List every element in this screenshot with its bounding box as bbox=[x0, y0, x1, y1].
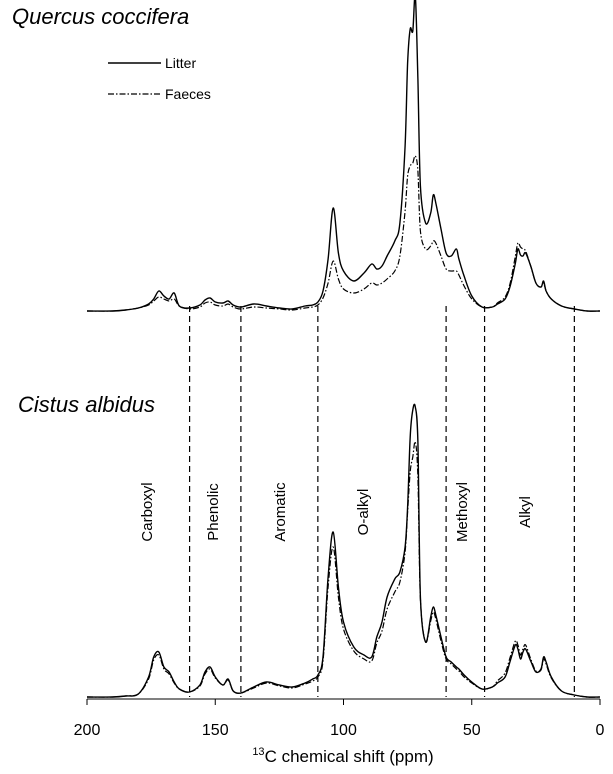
series-faeces-line bbox=[86, 155, 601, 312]
panel-title-quercus: Quercus coccifera bbox=[12, 4, 189, 29]
region-label-alkyl: Alkyl bbox=[517, 496, 534, 528]
region-labels: Carboxyl Phenolic Aromatic O-alkyl Metho… bbox=[139, 482, 534, 542]
region-boundaries bbox=[189, 306, 575, 697]
region-label-methoxyl: Methoxyl bbox=[454, 482, 471, 542]
x-axis-title-superscript: 13 bbox=[252, 746, 264, 758]
panel-quercus bbox=[86, 0, 601, 312]
x-axis-ticks: 200 150 100 50 0 bbox=[74, 699, 605, 739]
x-tick-label-0: 0 bbox=[596, 722, 605, 739]
region-label-aromatic: Aromatic bbox=[272, 482, 289, 542]
x-tick-label-50: 50 bbox=[463, 722, 481, 739]
spectra bbox=[86, 0, 601, 698]
series-litter-line bbox=[86, 0, 601, 312]
region-label-o-alkyl: O-alkyl bbox=[355, 489, 372, 536]
x-tick-label-100: 100 bbox=[330, 722, 357, 739]
region-label-phenolic: Phenolic bbox=[205, 483, 222, 541]
region-label-carboxyl: Carboxyl bbox=[139, 482, 156, 541]
panel-title-cistus: Cistus albidus bbox=[18, 392, 155, 417]
legend-faeces-label: Faeces bbox=[165, 86, 211, 102]
panel-cistus bbox=[86, 403, 601, 698]
x-axis-title: 13C chemical shift (ppm) bbox=[252, 746, 433, 766]
x-tick-label-200: 200 bbox=[74, 722, 101, 739]
x-tick-label-150: 150 bbox=[202, 722, 229, 739]
x-axis-title-text: C chemical shift (ppm) bbox=[265, 747, 434, 766]
legend: Litter Faeces bbox=[108, 55, 211, 102]
series-faeces-line bbox=[86, 440, 601, 698]
series-litter-line bbox=[86, 403, 601, 698]
legend-litter-label: Litter bbox=[165, 55, 196, 71]
